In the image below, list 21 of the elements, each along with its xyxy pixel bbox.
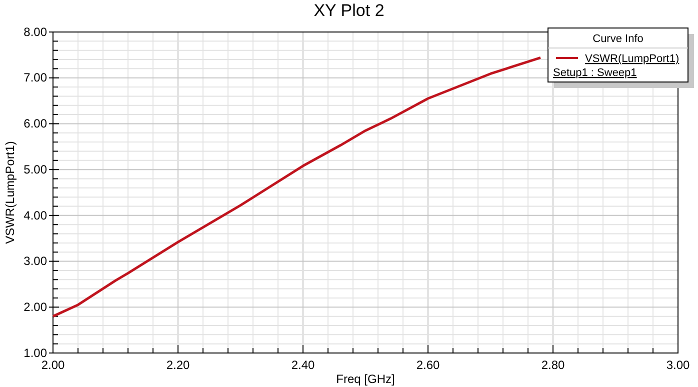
- y-tick-label: 8.00: [24, 24, 48, 39]
- y-tick-label: 4.00: [24, 208, 48, 222]
- x-tick-label: 2.80: [541, 358, 565, 372]
- y-tick-label: 7.00: [24, 70, 48, 85]
- x-axis-title: Freq [GHz]: [336, 372, 395, 386]
- legend-title: Curve Info: [592, 33, 644, 45]
- x-tick-label: 3.00: [666, 358, 690, 372]
- y-tick-label: 1.00: [24, 346, 48, 360]
- x-tick-label: 2.20: [166, 358, 190, 372]
- x-tick-label: 2.00: [41, 358, 65, 372]
- chart-title: XY Plot 2: [314, 1, 384, 20]
- annotation: Setup1 : Sweep1: [553, 67, 637, 79]
- y-tick-label: 5.00: [24, 162, 48, 176]
- line-series: [52, 56, 542, 318]
- y-tick-label: 6.00: [24, 116, 48, 131]
- y-axis-title: VSWR(LumpPort1): [3, 141, 17, 244]
- y-tick-label: 3.00: [24, 254, 48, 268]
- x-tick-label: 2.60: [416, 358, 440, 372]
- y-tick-label: 2.00: [24, 300, 48, 314]
- x-tick-label: 2.40: [291, 358, 315, 372]
- legend-label: VSWR(LumpPort1): [585, 53, 680, 65]
